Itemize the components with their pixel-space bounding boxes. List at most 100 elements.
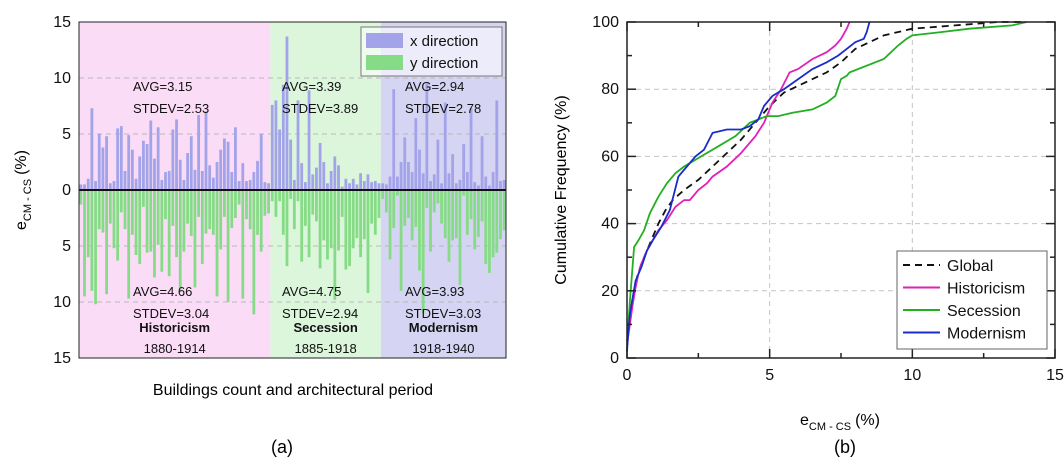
bar-y-direction [465, 190, 469, 235]
bar-x-direction [145, 144, 149, 190]
x-axis-label: Buildings count and architectural period [153, 382, 433, 399]
bar-x-direction [123, 170, 127, 190]
bar-y-direction [197, 190, 201, 217]
legend-label: y direction [410, 55, 478, 72]
bar-y-direction [432, 190, 436, 213]
period-name: Historicism [139, 320, 210, 335]
bar-y-direction [101, 190, 105, 233]
bar-y-direction [315, 190, 318, 222]
bar-x-direction [488, 185, 491, 190]
bar-x-direction [333, 156, 337, 190]
bar-y-direction [362, 190, 366, 240]
x-avg-label: AVG=3.15 [133, 79, 192, 94]
bar-y-direction [245, 190, 248, 220]
bar-x-direction [83, 184, 86, 190]
bar-y-direction [399, 190, 403, 291]
bar-y-direction [211, 190, 215, 235]
x-tick-label: 5 [765, 367, 774, 384]
bar-y-direction [473, 190, 477, 250]
bar-x-direction [337, 165, 340, 190]
bar-x-direction [418, 149, 421, 190]
period-years: 1918-1940 [412, 341, 474, 356]
bar-x-direction [285, 36, 289, 191]
bar-x-direction [226, 141, 230, 190]
series-line-secession [626, 21, 1027, 348]
bar-y-direction [410, 190, 414, 241]
y-axis-label: Cumulative Frequency (%) [553, 95, 570, 284]
bar-x-direction [245, 181, 248, 190]
bar-x-direction [289, 139, 293, 190]
legend-swatch [366, 55, 403, 70]
bar-x-direction [344, 178, 348, 190]
bar-y-direction [252, 190, 256, 315]
bar-x-direction [105, 136, 109, 190]
y-avg-label: AVG=4.66 [133, 284, 192, 299]
bar-y-direction [318, 190, 322, 269]
bar-y-direction [414, 190, 418, 227]
bar-y-direction [289, 190, 293, 199]
bar-x-direction [381, 183, 385, 190]
bar-x-direction [429, 181, 432, 190]
bar-x-direction [447, 173, 451, 190]
bar-x-direction [267, 183, 270, 190]
bar-y-direction [248, 190, 252, 230]
bar-y-direction [263, 190, 267, 216]
y-axis-label: eCM - CS(%) [13, 150, 34, 230]
bar-y-direction [303, 190, 307, 226]
series-lines [626, 21, 1027, 352]
bar-x-direction [377, 183, 381, 190]
x-avg-label: AVG=3.39 [282, 79, 341, 94]
bar-x-direction [160, 179, 164, 190]
bar-y-direction [292, 190, 296, 230]
bar-y-direction [436, 190, 440, 204]
bar-y-direction [418, 190, 421, 271]
bar-y-direction [153, 190, 156, 278]
bar-y-direction [281, 190, 285, 235]
plot-frame [78, 21, 507, 359]
y-tick-label: 0 [62, 182, 71, 199]
bar-y-direction [267, 190, 270, 214]
series-line-modernism [626, 21, 871, 352]
x-axis-label: eCM - CS (%) [800, 412, 880, 433]
bar-y-direction [105, 190, 109, 295]
bar-y-direction [296, 190, 300, 202]
legend: Global Historicism Secession Modernism [896, 250, 1048, 350]
bar-y-direction [226, 190, 230, 302]
bar-x-direction [362, 181, 366, 190]
bar-x-direction [164, 172, 167, 190]
bar-y-direction [134, 190, 138, 255]
bar-x-direction [278, 129, 282, 190]
bar-y-direction [355, 190, 359, 239]
bar-y-direction [230, 190, 234, 229]
bar-y-direction [476, 190, 480, 238]
bar-y-direction [270, 190, 274, 202]
bar-y-direction [421, 190, 425, 314]
bar-y-direction [138, 190, 142, 264]
bar-x-direction [436, 139, 440, 190]
bar-y-direction [469, 190, 473, 220]
y-tick-label: 15 [53, 14, 71, 31]
bar-x-direction [241, 163, 245, 190]
bar-x-direction [476, 185, 480, 190]
bar-y-direction [156, 190, 160, 245]
bar-x-direction [149, 120, 153, 190]
bar-y-direction [392, 190, 396, 229]
bar-x-direction [108, 183, 112, 190]
y-tick-label: 40 [601, 216, 619, 233]
bar-y-direction [502, 190, 506, 231]
y-tick-label: 5 [62, 238, 71, 255]
bar-x-direction [263, 182, 267, 190]
bar-y-direction [333, 190, 337, 300]
bar-x-direction [182, 179, 186, 190]
bar-x-direction [465, 172, 469, 190]
bar-x-direction [462, 144, 466, 190]
bar-y-direction [259, 190, 263, 252]
legend-label: Secession [947, 303, 1021, 320]
bar-y-direction [237, 190, 241, 205]
bar-y-direction [215, 190, 219, 297]
bar-y-direction [495, 190, 499, 253]
bar-y-direction [351, 190, 355, 249]
bar-y-direction [219, 190, 223, 250]
bar-x-direction [340, 186, 344, 190]
y-tick-label: 60 [601, 148, 619, 165]
